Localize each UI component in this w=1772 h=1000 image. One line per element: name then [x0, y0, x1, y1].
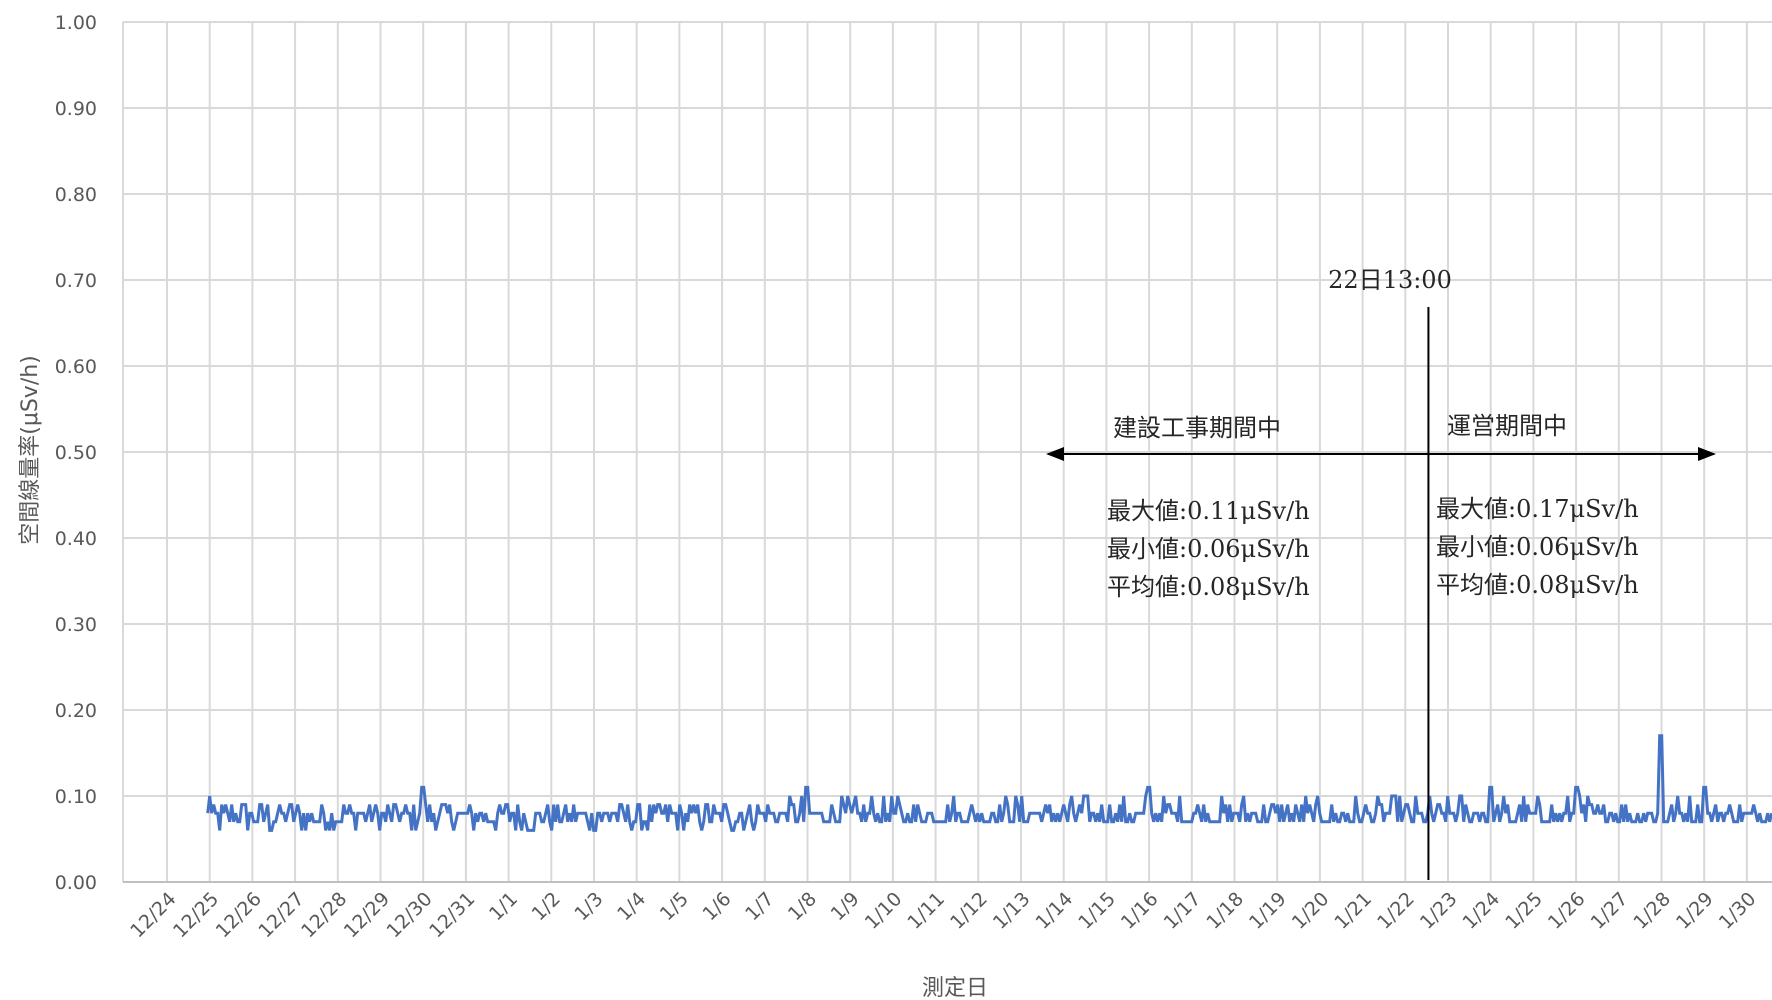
x-tick-label: 1/2 [528, 888, 565, 925]
x-tick-label: 1/8 [784, 888, 821, 925]
x-tick-label: 1/11 [903, 888, 949, 934]
operation-min-stat: 最小値:0.06μSv/h [1436, 533, 1639, 561]
x-tick-label: 1/19 [1245, 888, 1291, 934]
x-tick-label: 1/3 [570, 888, 607, 925]
x-tick-label: 1/18 [1202, 888, 1248, 934]
y-tick-label: 0.00 [55, 872, 97, 894]
y-axis-title: 空間線量率(μSv/h) [18, 355, 43, 545]
y-tick-label: 1.00 [55, 12, 97, 34]
x-tick-label: 1/16 [1117, 888, 1163, 934]
y-tick-labels: 0.00 0.10 0.20 0.30 0.40 0.50 0.60 0.70 0.80 0.90… [55, 12, 97, 894]
x-tick-label: 1/6 [698, 888, 735, 925]
x-tick-label: 1/20 [1288, 888, 1334, 934]
axes: 測定日 空間線量率(μSv/h) [18, 355, 1772, 1000]
x-tick-label: 1/17 [1160, 888, 1206, 934]
y-tick-label: 0.70 [55, 270, 97, 292]
series-line [206, 734, 1772, 832]
x-axis-title: 測定日 [922, 976, 988, 1000]
gridlines [122, 21, 1772, 882]
x-tick-label: 1/22 [1373, 888, 1419, 934]
x-tick-label: 1/9 [827, 888, 864, 925]
x-tick-label: 1/29 [1672, 888, 1718, 934]
y-tick-label: 0.50 [55, 442, 97, 464]
x-tick-label: 1/12 [946, 888, 992, 934]
y-tick-label: 0.90 [55, 98, 97, 120]
x-tick-label: 12/26 [212, 888, 266, 942]
x-tick-label: 1/1 [485, 888, 522, 925]
x-tick-label: 1/26 [1544, 888, 1590, 934]
x-tick-label: 1/5 [656, 888, 693, 925]
x-tick-label: 1/13 [989, 888, 1035, 934]
x-tick-label: 1/24 [1459, 888, 1505, 934]
x-tick-labels: 12/2412/2512/2612/2712/2812/2912/3012/31… [126, 888, 1760, 942]
x-tick-label: 1/30 [1715, 888, 1761, 934]
x-tick-label: 12/28 [297, 888, 351, 942]
x-tick-label: 1/14 [1032, 888, 1078, 934]
divider-label: 22日13:00 [1328, 266, 1452, 294]
annotations: 22日13:00 建設工事期間中 運営期間中 最大値:0.11μSv/h 最小値… [1046, 266, 1716, 880]
x-tick-label: 12/27 [254, 888, 308, 942]
y-tick-label: 0.30 [55, 614, 97, 636]
x-tick-label: 1/28 [1629, 888, 1675, 934]
y-tick-label: 0.40 [55, 528, 97, 550]
construction-avg-stat: 平均値:0.08μSv/h [1107, 573, 1310, 601]
y-tick-label: 0.10 [55, 786, 97, 808]
x-tick-label: 1/27 [1587, 888, 1633, 934]
construction-max-stat: 最大値:0.11μSv/h [1107, 497, 1310, 525]
y-tick-label: 0.60 [55, 356, 97, 378]
arrow-head-left [1046, 447, 1064, 461]
x-tick-label: 12/30 [382, 888, 436, 942]
x-tick-label: 12/31 [425, 888, 479, 942]
x-tick-label: 1/4 [613, 888, 650, 925]
y-tick-label: 0.20 [55, 700, 97, 722]
x-tick-label: 1/10 [861, 888, 907, 934]
y-tick-label: 0.80 [55, 184, 97, 206]
arrow-head-right [1698, 447, 1716, 461]
x-tick-label: 12/25 [169, 888, 223, 942]
x-tick-label: 1/23 [1416, 888, 1462, 934]
construction-min-stat: 最小値:0.06μSv/h [1107, 535, 1310, 563]
x-tick-label: 1/21 [1330, 888, 1376, 934]
x-tick-label: 1/25 [1501, 888, 1547, 934]
x-tick-label: 12/29 [340, 888, 394, 942]
series-dose-rate [206, 734, 1772, 832]
x-tick-label: 1/7 [741, 888, 778, 925]
operation-avg-stat: 平均値:0.08μSv/h [1436, 571, 1639, 599]
period-label-operation: 運営期間中 [1447, 412, 1567, 440]
period-label-construction: 建設工事期間中 [1113, 414, 1281, 442]
x-tick-label: 12/24 [126, 888, 180, 942]
x-tick-label: 1/15 [1074, 888, 1120, 934]
operation-max-stat: 最大値:0.17μSv/h [1436, 495, 1639, 523]
